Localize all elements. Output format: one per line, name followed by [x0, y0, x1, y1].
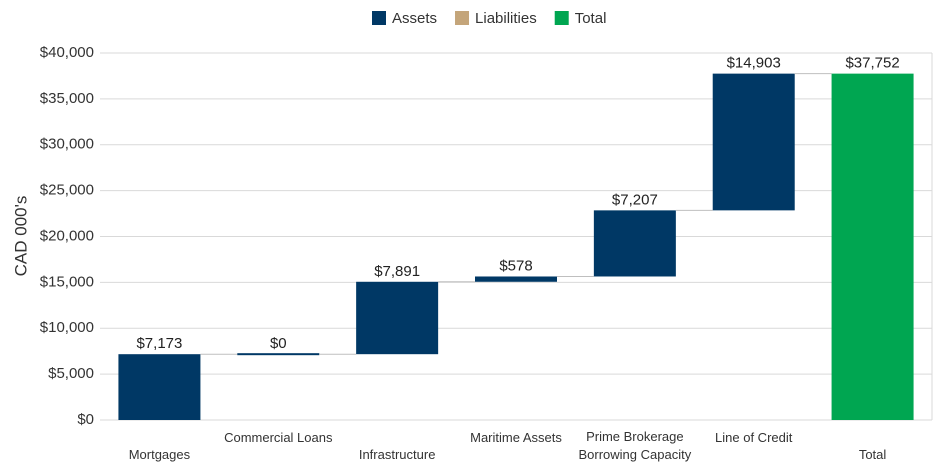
bar: [712, 73, 795, 211]
legend-swatch: [554, 11, 569, 25]
value-label: $14,903: [727, 55, 781, 72]
value-label: $7,207: [612, 191, 658, 208]
bar: [118, 354, 201, 420]
x-tick-label: Prime Brokerage Borrowing Capacity: [578, 429, 692, 462]
x-tick-label: Commercial Loans: [224, 430, 333, 445]
value-label: $578: [499, 257, 532, 274]
value-label: $7,891: [374, 263, 420, 280]
x-tick-label: Line of Credit: [715, 430, 793, 445]
legend-swatch: [372, 11, 386, 25]
y-tick-label: $20,000: [40, 227, 94, 244]
y-tick-label: $0: [77, 411, 94, 428]
y-tick-label: $25,000: [40, 182, 94, 199]
legend-swatch: [455, 11, 470, 25]
x-tick-label: Total: [858, 447, 887, 462]
x-tick-label: Infrastructure: [358, 447, 436, 462]
bar: [593, 210, 676, 277]
y-tick-label: $30,000: [40, 136, 94, 153]
value-label: $37,752: [845, 55, 899, 72]
y-tick-label: $5,000: [48, 365, 94, 382]
bar: [237, 353, 320, 356]
legend-label: Liabilities: [475, 10, 537, 27]
legend-label: Total: [575, 10, 607, 27]
bar: [356, 281, 439, 355]
y-axis-label: CAD 000's: [11, 196, 30, 277]
y-tick-label: $35,000: [40, 90, 94, 107]
y-tick-label: $15,000: [40, 273, 94, 290]
legend-label: Assets: [392, 10, 437, 27]
value-label: $7,173: [136, 335, 182, 352]
bar: [831, 73, 914, 420]
x-tick-label: Mortgages: [128, 447, 191, 462]
y-tick-label: $40,000: [40, 44, 94, 61]
x-tick-label: Maritime Assets: [470, 430, 562, 445]
value-label: $0: [270, 335, 287, 352]
bar: [475, 276, 557, 282]
y-tick-label: $10,000: [40, 319, 94, 336]
